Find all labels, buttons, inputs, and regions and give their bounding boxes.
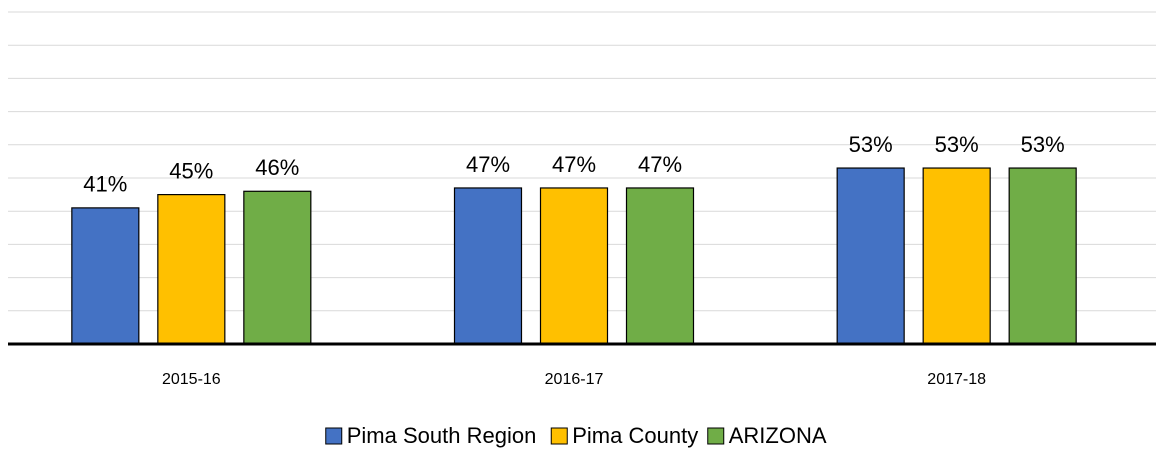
x-tick-label: 2017-18 (927, 371, 986, 388)
data-label: 53% (1021, 132, 1065, 157)
data-label: 47% (638, 152, 682, 177)
legend-swatch (707, 427, 725, 445)
legend-label: Pima South Region (347, 423, 537, 448)
bar (836, 167, 905, 345)
data-label: 45% (169, 158, 213, 183)
x-tick-label: 2016-17 (545, 371, 604, 388)
data-label: 41% (83, 172, 127, 197)
bar (922, 167, 991, 345)
bar (1008, 167, 1077, 345)
legend-label: ARIZONA (729, 423, 827, 448)
bar (453, 187, 523, 345)
legend-label: Pima County (572, 423, 698, 448)
bar (157, 194, 226, 345)
data-label: 53% (849, 132, 893, 157)
legend-swatch (325, 427, 343, 445)
legend-swatch (550, 427, 568, 445)
bar (625, 187, 695, 345)
bar (539, 187, 609, 345)
x-tick-label: 2015-16 (162, 371, 221, 388)
data-label: 47% (466, 152, 510, 177)
bar (243, 190, 312, 345)
bar (71, 207, 140, 345)
data-label: 46% (255, 155, 299, 180)
data-label: 47% (552, 152, 596, 177)
data-label: 53% (935, 132, 979, 157)
